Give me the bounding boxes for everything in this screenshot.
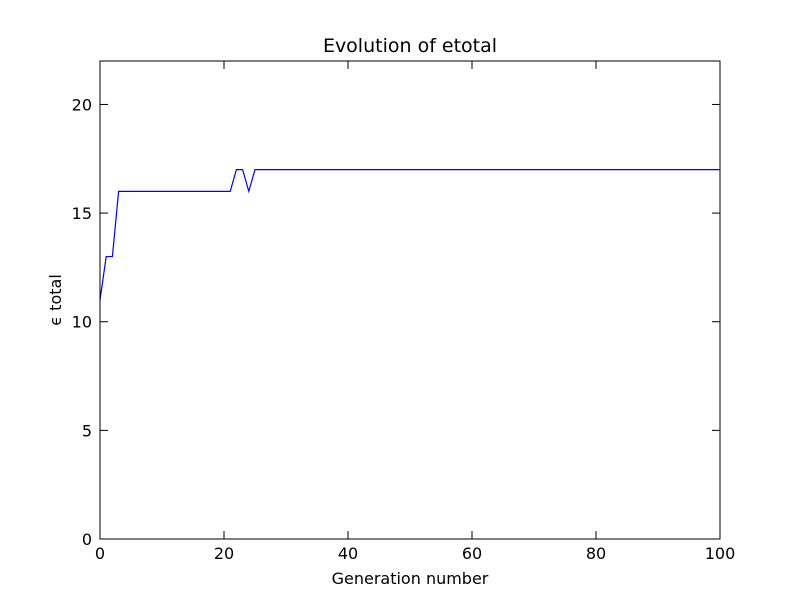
x-tick-label: 0	[95, 544, 105, 563]
plot-area: 0 20 40 60 80 100 0 5 10 15 20	[72, 60, 736, 563]
y-tick-label: 10	[72, 313, 92, 332]
x-tick-label: 100	[705, 544, 736, 563]
x-tick-label: 60	[462, 544, 482, 563]
series-line-0	[99, 169, 720, 301]
y-tick-label: 5	[82, 421, 92, 440]
x-tick-label: 80	[586, 544, 606, 563]
y-tick-label: 15	[72, 204, 92, 223]
y-tick-label: 20	[72, 95, 92, 114]
y-axis-label: ϵ total	[46, 274, 65, 326]
y-tick-label: 0	[82, 530, 92, 549]
x-tick-label: 20	[214, 544, 234, 563]
chart-title: Evolution of etotal	[323, 35, 497, 57]
x-tick-label: 40	[338, 544, 358, 563]
x-axis-label: Generation number	[332, 569, 489, 588]
plot-frame	[99, 60, 721, 540]
